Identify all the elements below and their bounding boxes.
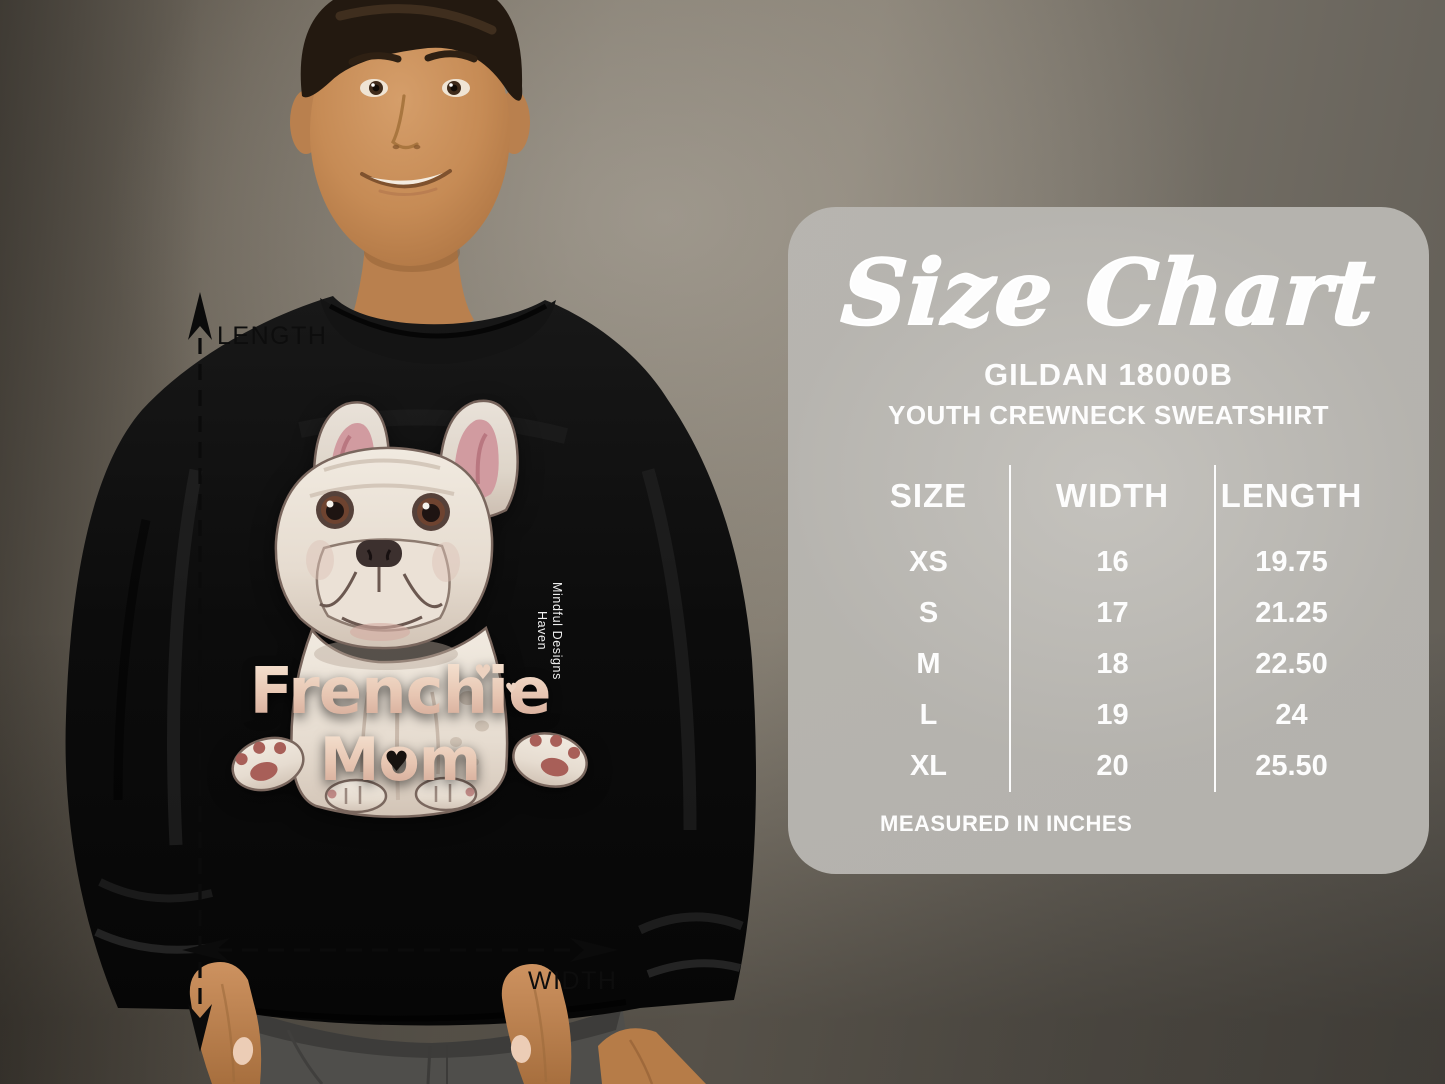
table-cell: 19.75	[1255, 545, 1328, 578]
dog-eye-right	[412, 493, 450, 531]
table-cell: S	[918, 596, 939, 629]
smile	[360, 169, 452, 189]
table-cell: 18	[1096, 647, 1129, 680]
size-chart-brand: GILDAN 18000B	[983, 356, 1234, 392]
face	[290, 0, 530, 266]
hair	[300, 0, 523, 101]
watermark-line1: Mindful Designs	[550, 582, 564, 680]
table-cell: 17	[1096, 596, 1129, 629]
design-line1: Frenchie	[235, 660, 565, 724]
table-cell: 25.50	[1255, 749, 1328, 782]
watermark-line2: Haven	[535, 611, 549, 651]
heart-icon: ♥	[384, 745, 410, 778]
collar	[320, 298, 556, 364]
hand-left	[189, 962, 262, 1084]
table-cell: 20	[1096, 749, 1129, 782]
width-arrow	[182, 938, 618, 962]
column-header-length: LENGTH	[1220, 476, 1363, 514]
dog-eye-left	[316, 491, 354, 529]
paw-left	[231, 736, 305, 792]
length-label: LENGTH	[217, 322, 328, 350]
table-cell: 24	[1275, 698, 1308, 731]
frenchie-dog-illustration	[231, 399, 588, 819]
heart-icon: ♥	[474, 660, 492, 684]
column-header-width: WIDTH	[1055, 476, 1170, 514]
size-chart-panel: Size Chart GILDAN 18000B YOUTH CREWNECK …	[788, 207, 1429, 874]
eye-right	[442, 79, 470, 97]
hand-right	[501, 964, 706, 1084]
table-cell: 16	[1096, 545, 1129, 578]
eye-left	[360, 79, 388, 97]
design-line2: Mom	[235, 730, 565, 790]
size-column: SIZE XS S M L XL	[848, 465, 1009, 792]
frenchie-design-text: Frenchie Mom ♥ ♥ ♥	[235, 660, 565, 790]
measurement-guides	[182, 292, 618, 1052]
width-column: WIDTH 16 17 18 19 20	[1009, 464, 1216, 792]
size-chart-title: Size Chart	[837, 239, 1380, 347]
table-cell: M	[916, 647, 941, 680]
paw-right	[512, 732, 588, 788]
length-column: LENGTH 19.75 21.25 22.50 24 25.50	[1216, 465, 1367, 792]
brand-watermark: Mindful Designs Haven	[534, 577, 564, 685]
table-cell: XL	[909, 749, 948, 782]
column-header-size: SIZE	[889, 476, 968, 514]
table-cell: XS	[909, 545, 948, 578]
table-cell: 22.50	[1255, 647, 1328, 680]
size-chart-product: YOUTH CREWNECK SWEATSHIRT	[887, 399, 1329, 430]
table-cell: L	[919, 698, 938, 731]
size-table: SIZE XS S M L XL WIDTH 16 17 18 19 20 LE…	[848, 464, 1369, 792]
heart-icon: ♥	[505, 681, 518, 697]
nose	[391, 94, 419, 150]
table-cell: 19	[1096, 698, 1129, 731]
length-arrow	[188, 292, 212, 1052]
measured-in-inches-note: MEASURED IN INCHES	[880, 811, 1133, 836]
table-cell: 21.25	[1255, 596, 1328, 629]
width-label: WIDTH	[528, 967, 618, 995]
